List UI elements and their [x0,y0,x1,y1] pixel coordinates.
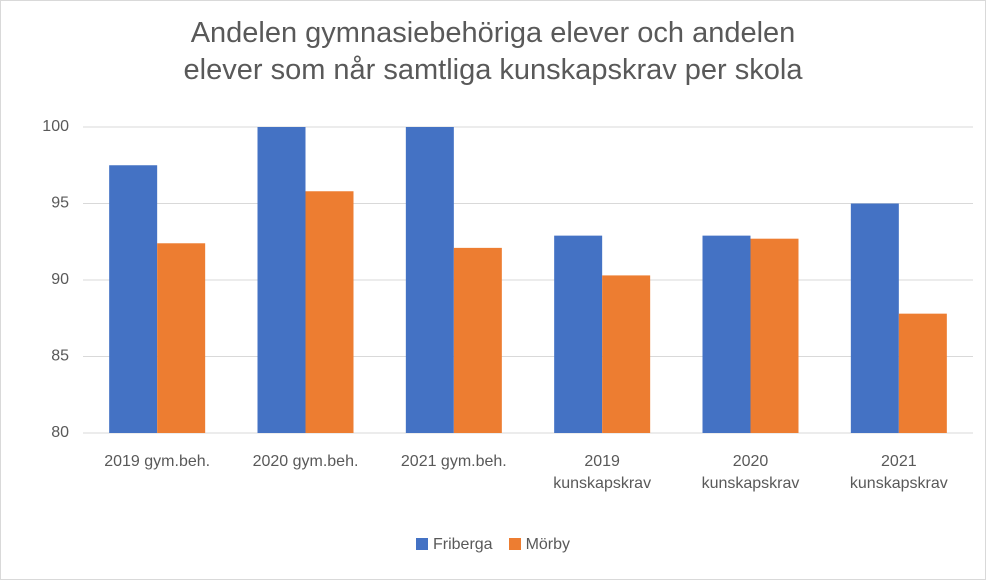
x-tick-label: 2020 gym.beh. [252,453,359,470]
bar [702,235,751,433]
y-tick-label: 95 [51,195,69,212]
bar [850,203,899,433]
bar [405,127,454,433]
y-tick-label: 80 [51,424,69,441]
bar [257,127,306,433]
bar [305,191,354,433]
legend-swatch [415,538,428,550]
legend-item: Friberga [415,536,493,554]
legend-label: Mörby [525,536,571,553]
x-tick-label: 2021 kunskapskrav [849,453,948,492]
bar [898,313,947,433]
legend-item: Mörby [508,536,571,554]
chart-title: Andelen gymnasiebehöriga elever och ande… [183,17,803,86]
x-tick-label: 2019 gym.beh. [104,453,211,470]
bar [554,235,603,433]
legend: Friberga Mörby [1,536,985,554]
bar [109,165,158,433]
x-tick-label: 2020 kunskapskrav [701,453,800,492]
bar [602,275,651,433]
bar [453,247,502,433]
bar [750,238,799,433]
legend-swatch [508,538,521,550]
y-tick-label: 100 [42,118,69,135]
bar [157,243,206,433]
legend-label: Friberga [432,536,493,553]
y-tick-label: 90 [51,271,69,288]
x-tick-label: 2021 gym.beh. [400,453,507,470]
y-tick-label: 85 [51,348,69,365]
x-tick-label: 2019 kunskapskrav [553,453,652,492]
